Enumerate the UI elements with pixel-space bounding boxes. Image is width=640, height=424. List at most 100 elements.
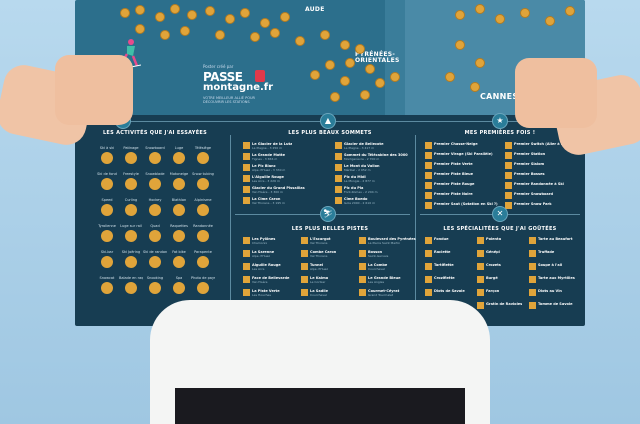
activity-label: Speed	[101, 198, 113, 202]
activity-item: Ski de randonnée	[143, 250, 167, 268]
checkbox-square	[425, 182, 432, 189]
map-station-marker	[310, 70, 320, 80]
activity-check-circle	[101, 204, 113, 216]
map-station-marker	[260, 18, 270, 28]
checkbox-square	[477, 289, 484, 296]
item-name: Premier Chasse-Neige	[434, 142, 478, 146]
item-location: Chamonix	[252, 241, 268, 245]
logo-mark-icon	[255, 70, 265, 82]
item-name: L'Escargot	[310, 237, 331, 241]
item-name: Bosson	[368, 250, 383, 254]
activity-item: Raquettes	[167, 224, 191, 242]
item-name: Tunnel	[310, 263, 324, 267]
item-name: Le Glacier de la Lutz	[252, 142, 293, 146]
activity-item: Snooking	[143, 276, 167, 294]
map-label-pyrenees: PYRÉNÉES- ORIENTALES	[355, 51, 400, 64]
item-name: La Sadile	[310, 289, 328, 293]
map-station-marker	[470, 82, 480, 92]
activity-item: Photo de paysage	[191, 276, 215, 294]
activity-check-circle	[101, 282, 113, 294]
item-location: Saint-Gervais	[368, 254, 389, 258]
item-name: Polenta	[486, 237, 502, 241]
activity-check-circle	[149, 152, 161, 164]
item-name: Pic du Pla	[344, 186, 364, 190]
activity-item: Snow tubing	[191, 172, 215, 190]
checkbox-square	[301, 250, 308, 257]
map-station-marker	[445, 72, 455, 82]
checkbox-square	[529, 302, 536, 309]
item-name: Cime Boedo	[344, 197, 368, 201]
activity-check-circle	[197, 178, 209, 190]
activity-label: Balade en raquettes	[119, 276, 143, 280]
checkbox-square	[529, 237, 536, 244]
map-station-marker	[170, 4, 180, 14]
activity-item: Ski-bar	[95, 250, 119, 268]
activity-label: Quad	[150, 224, 160, 228]
checkbox-square	[505, 152, 512, 159]
activity-item: Parapente	[191, 250, 215, 268]
map-station-marker	[160, 30, 170, 40]
checkbox-square	[359, 289, 366, 296]
activity-check-circle	[101, 256, 113, 268]
item-name: La Combe	[368, 263, 388, 267]
activity-check-circle	[125, 230, 137, 242]
activity-check-circle	[149, 178, 161, 190]
activity-check-circle	[125, 204, 137, 216]
item-location: Alpe d'Huez	[310, 267, 328, 271]
activity-check-circle	[197, 230, 209, 242]
map-station-marker	[135, 24, 145, 34]
item-name: La Sarenne	[252, 250, 275, 254]
activity-label: Snowboard	[145, 146, 165, 150]
map-station-marker	[375, 78, 385, 88]
activity-item: Snowcat	[95, 276, 119, 294]
checkbox-square	[243, 164, 250, 171]
activity-item: Curling	[119, 198, 143, 216]
activity-item: Freestyle	[119, 172, 143, 190]
activity-label: Snowblade	[145, 172, 165, 176]
item-name: Tomme de Savoie	[538, 302, 573, 306]
activity-label: Parapente	[194, 250, 212, 254]
item-name: Premier Switch (Aller à l'envers)	[514, 142, 579, 146]
checkbox-square	[477, 263, 484, 270]
activity-label: Spa	[175, 276, 183, 280]
checkbox-square	[301, 289, 308, 296]
checkbox-square	[529, 276, 536, 283]
food-badge-icon: ✕	[492, 206, 508, 222]
checkbox-square	[335, 197, 342, 204]
activity-label: Raquettes	[170, 224, 188, 228]
map-station-marker	[390, 72, 400, 82]
item-name: Courmet-Céyrat	[368, 289, 400, 293]
item-name: Premier Snow Park	[514, 202, 552, 206]
map-station-marker	[325, 60, 335, 70]
checkbox-square	[425, 263, 432, 270]
map-station-marker	[180, 26, 190, 36]
activity-label: Luge	[174, 146, 184, 150]
item-name: Premier Randonnée à Ski	[514, 182, 564, 186]
activity-check-circle	[197, 152, 209, 164]
activity-check-circle	[125, 256, 137, 268]
activity-check-circle	[149, 256, 161, 268]
item-name: Soupe à l'ail	[538, 263, 563, 267]
activity-label: Snooking	[146, 276, 164, 280]
item-name: Le Mont du Vallon	[344, 164, 380, 168]
item-name: Truffade	[538, 250, 555, 254]
section-title-sommets: LES PLUS BEAUX SOMMETS	[288, 130, 372, 136]
item-location: Le Corbier	[310, 280, 326, 284]
item-name: Premier Slalom	[514, 162, 545, 166]
map-station-marker	[455, 10, 465, 20]
item-name: Pic du Midi	[344, 175, 366, 179]
item-name: Gratin de Ravioles	[486, 302, 523, 306]
checkbox-square	[505, 182, 512, 189]
activity-check-circle	[173, 282, 185, 294]
activity-label: Photo de paysage	[191, 276, 215, 280]
checkbox-square	[335, 153, 342, 160]
activity-item: Télésiège	[191, 146, 215, 164]
item-name: Le Kalmo	[310, 276, 329, 280]
item-name: Face de Bellevarde	[252, 276, 290, 280]
passe-montagne-logo: Poster créé par PASSE montagne.fr VOTRE …	[203, 64, 275, 108]
map-station-marker	[345, 58, 355, 68]
map-station-marker	[295, 36, 305, 46]
activity-check-circle	[149, 230, 161, 242]
map-station-marker	[455, 40, 465, 50]
checkbox-square	[425, 162, 432, 169]
